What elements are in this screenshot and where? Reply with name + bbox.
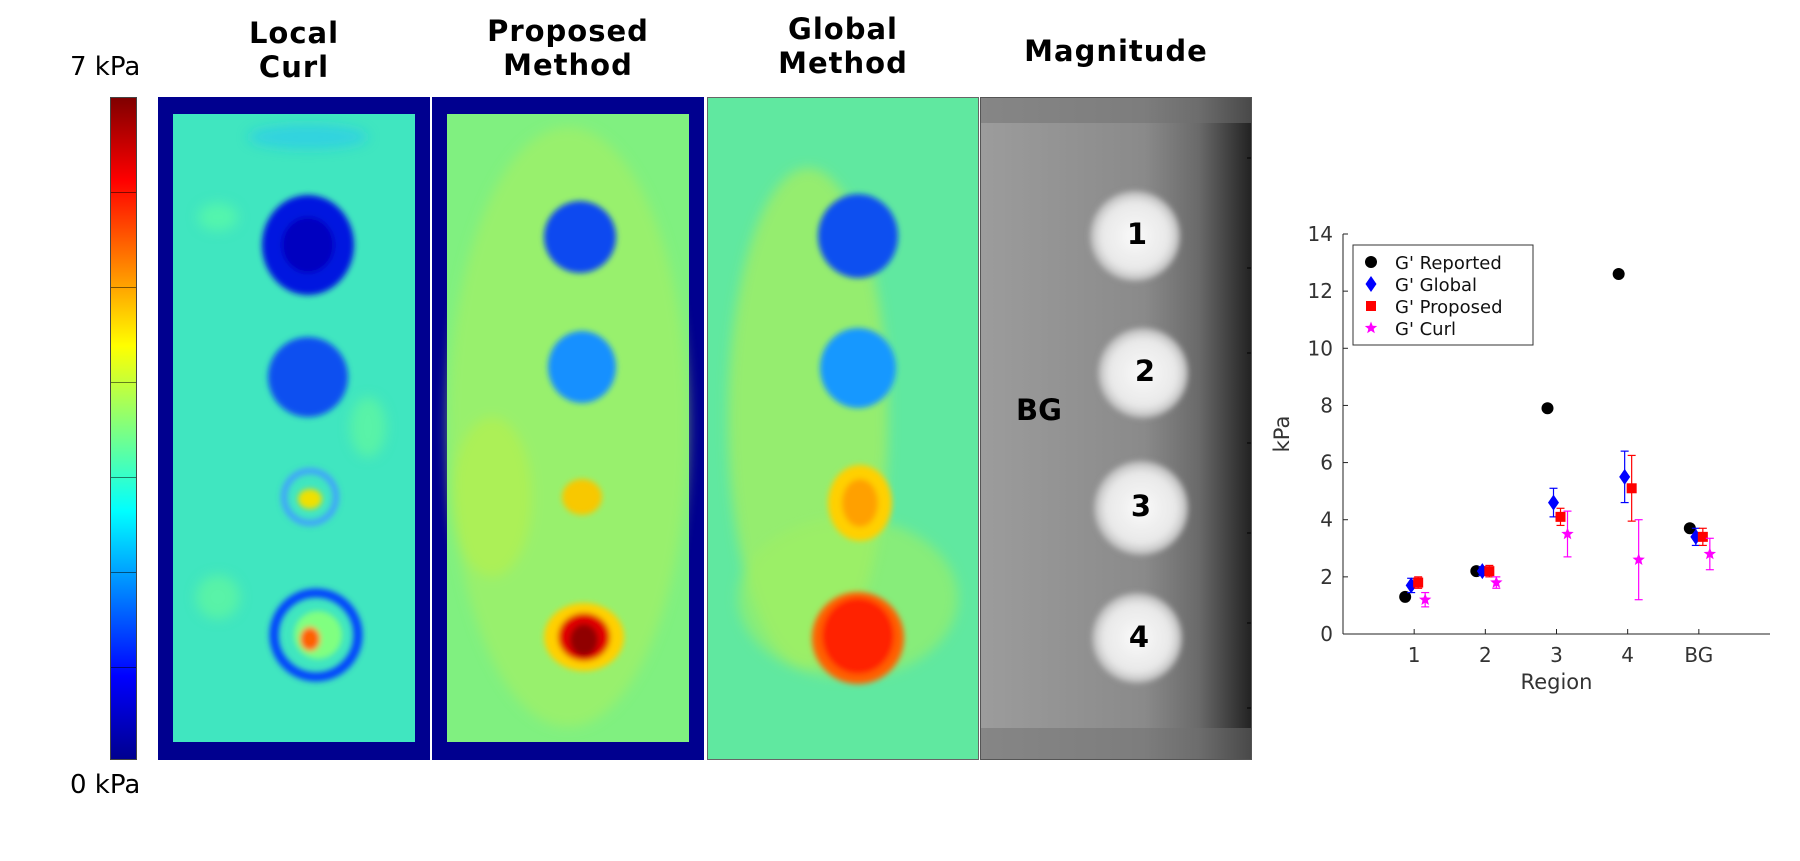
y-tick-label: 6 [1320,451,1333,475]
data-point [1619,468,1631,485]
legend-entry: G' Proposed [1395,297,1503,318]
data-point [1548,494,1559,511]
data-point [1703,547,1717,560]
data-point [1626,483,1637,494]
y-tick-label: 14 [1308,222,1333,246]
y-tick-label: 12 [1308,279,1333,303]
x-tick-label: 3 [1550,643,1563,667]
y-tick-label: 2 [1320,565,1333,589]
data-point [1697,531,1708,542]
magnitude-title: Magnitude [1024,34,1208,68]
x-axis-label: Region [1521,670,1593,694]
series-diamond [1405,450,1702,594]
legend-marker [1364,321,1378,334]
region-label-1: 1 [1126,217,1148,251]
x-tick-label: BG [1684,643,1713,667]
legend-box [1352,244,1534,346]
legend-entry: G' Reported [1395,253,1502,274]
data-point [1413,577,1424,588]
legend-marker [1365,276,1377,292]
data-point [1683,522,1696,535]
legend-marker [1365,256,1377,268]
y-tick-label: 0 [1320,622,1333,646]
data-point [1612,268,1625,280]
legend-entry: G' Curl [1395,319,1456,340]
x-tick-label: 4 [1621,643,1634,667]
region-label-3: 3 [1130,489,1152,523]
data-point [1632,553,1645,565]
magnitude-image: 1 2 3 4 BG [980,97,1252,760]
y-tick-label: 4 [1320,508,1333,532]
data-point [1541,402,1554,415]
bg-label: BG [1016,393,1062,427]
proposed-method-map [432,97,704,760]
legend-marker [1366,301,1376,311]
series-square [1413,454,1708,589]
local-curl-map [158,97,430,760]
global-method-title: Global Method [778,12,908,80]
x-tick-label: 2 [1479,643,1492,667]
colorbar [110,97,137,760]
data-point [1561,527,1574,540]
local-curl-title: Local Curl [248,16,340,84]
data-point [1555,511,1566,522]
chart-marks [1399,268,1717,608]
data-point [1418,593,1432,605]
legend-entry: G' Global [1395,275,1477,296]
data-point [1690,528,1702,545]
data-point [1476,563,1488,580]
colorbar-min-label: 0 kPa [70,770,141,800]
region-label-4: 4 [1128,620,1150,654]
region-label-2: 2 [1134,354,1156,388]
colorbar-max-label: 7 kPa [70,52,141,82]
data-point [1484,566,1495,577]
y-axis-label: kPa [1270,416,1294,453]
global-method-map [707,97,979,760]
data-point [1490,576,1503,588]
y-tick-label: 8 [1320,393,1333,417]
series-star [1418,510,1717,608]
x-tick-label: 1 [1408,643,1421,667]
proposed-method-title: Proposed Method [487,14,649,82]
data-point [1399,590,1412,603]
y-tick-label: 10 [1308,336,1333,360]
